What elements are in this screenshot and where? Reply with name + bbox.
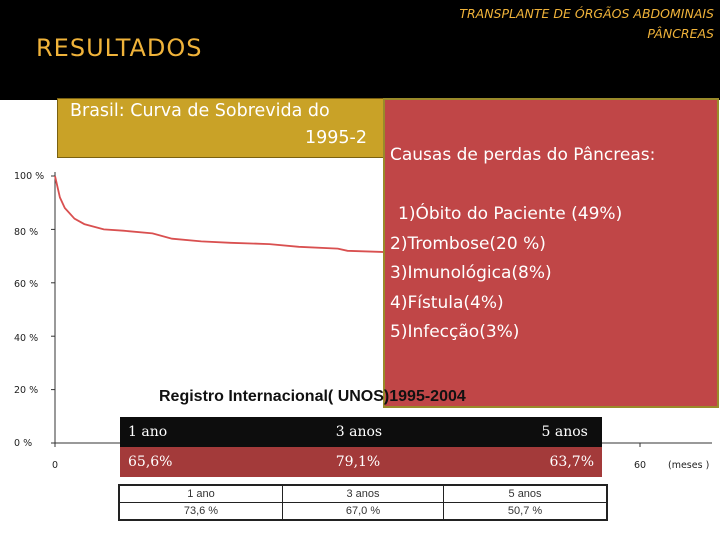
y-tick-0: 0 % xyxy=(14,438,33,449)
x-tick-60: 60 xyxy=(634,460,647,471)
registry-table: 1 ano 3 anos 5 anos 65,6% 79,1% 63,7% xyxy=(120,417,602,477)
subtitle-line-1: TRANSPLANTE DE ÓRGÃOS ABDOMINAIS xyxy=(459,6,714,21)
losses-list: 1)Óbito do Paciente (49%) 2)Trombose(20 … xyxy=(390,200,622,348)
brazil-value-row: 73,6 % 67,0 % 50,7 % xyxy=(118,502,608,521)
losses-title: Causas de perdas do Pâncreas: xyxy=(390,145,656,165)
x-tick-0: 0 xyxy=(52,460,59,471)
brazil-survival-table: 1 ano 3 anos 5 anos 73,6 % 67,0 % 50,7 % xyxy=(118,484,608,521)
brazil-header-cell: 3 anos xyxy=(281,484,445,503)
banner-line-2: 1995-2 xyxy=(305,128,367,148)
registry-value-cell: 79,1% xyxy=(305,447,514,477)
subtitle-line-2: PÂNCREAS xyxy=(647,26,714,41)
brazil-value-cell: 50,7 % xyxy=(443,502,608,521)
y-tick-60: 60 % xyxy=(14,279,39,290)
brazil-header-row: 1 ano 3 anos 5 anos xyxy=(118,484,608,503)
banner-line-1: Brasil: Curva de Sobrevida do xyxy=(70,101,330,121)
y-tick-80: 80 % xyxy=(14,227,39,238)
y-tick-100: 100 % xyxy=(14,171,45,182)
loss-item: 4)Fístula(4%) xyxy=(390,292,504,313)
slide-subtitle: TRANSPLANTE DE ÓRGÃOS ABDOMINAIS PÂNCREA… xyxy=(394,4,714,44)
x-axis-unit: (meses ) xyxy=(668,460,710,471)
registry-header-cell: 3 anos xyxy=(305,417,514,447)
registry-header-cell: 5 anos xyxy=(513,417,602,447)
registry-header-cell: 1 ano xyxy=(120,417,306,447)
registry-value-cell: 65,6% xyxy=(120,447,306,477)
registry-value-cell: 63,7% xyxy=(513,447,602,477)
brazil-value-cell: 73,6 % xyxy=(118,502,283,521)
brazil-value-cell: 67,0 % xyxy=(281,502,445,521)
loss-item: 5)Infecção(3%) xyxy=(390,322,520,342)
y-tick-40: 40 % xyxy=(14,333,39,344)
loss-item: 3)Imunológica(8%) xyxy=(390,263,552,283)
loss-item: 1)Óbito do Paciente (49%) xyxy=(398,204,623,224)
registry-value-row: 65,6% 79,1% 63,7% xyxy=(120,447,602,477)
brazil-header-cell: 1 ano xyxy=(118,484,283,503)
brazil-header-cell: 5 anos xyxy=(443,484,608,503)
losses-box xyxy=(383,98,719,408)
registry-label: Registro Internacional( UNOS)1995-2004 xyxy=(159,388,466,405)
y-tick-20: 20 % xyxy=(14,385,39,396)
slide-title: RESULTADOS xyxy=(36,34,203,62)
loss-item: 2)Trombose(20 %) xyxy=(390,233,546,254)
registry-header-row: 1 ano 3 anos 5 anos xyxy=(120,417,602,447)
